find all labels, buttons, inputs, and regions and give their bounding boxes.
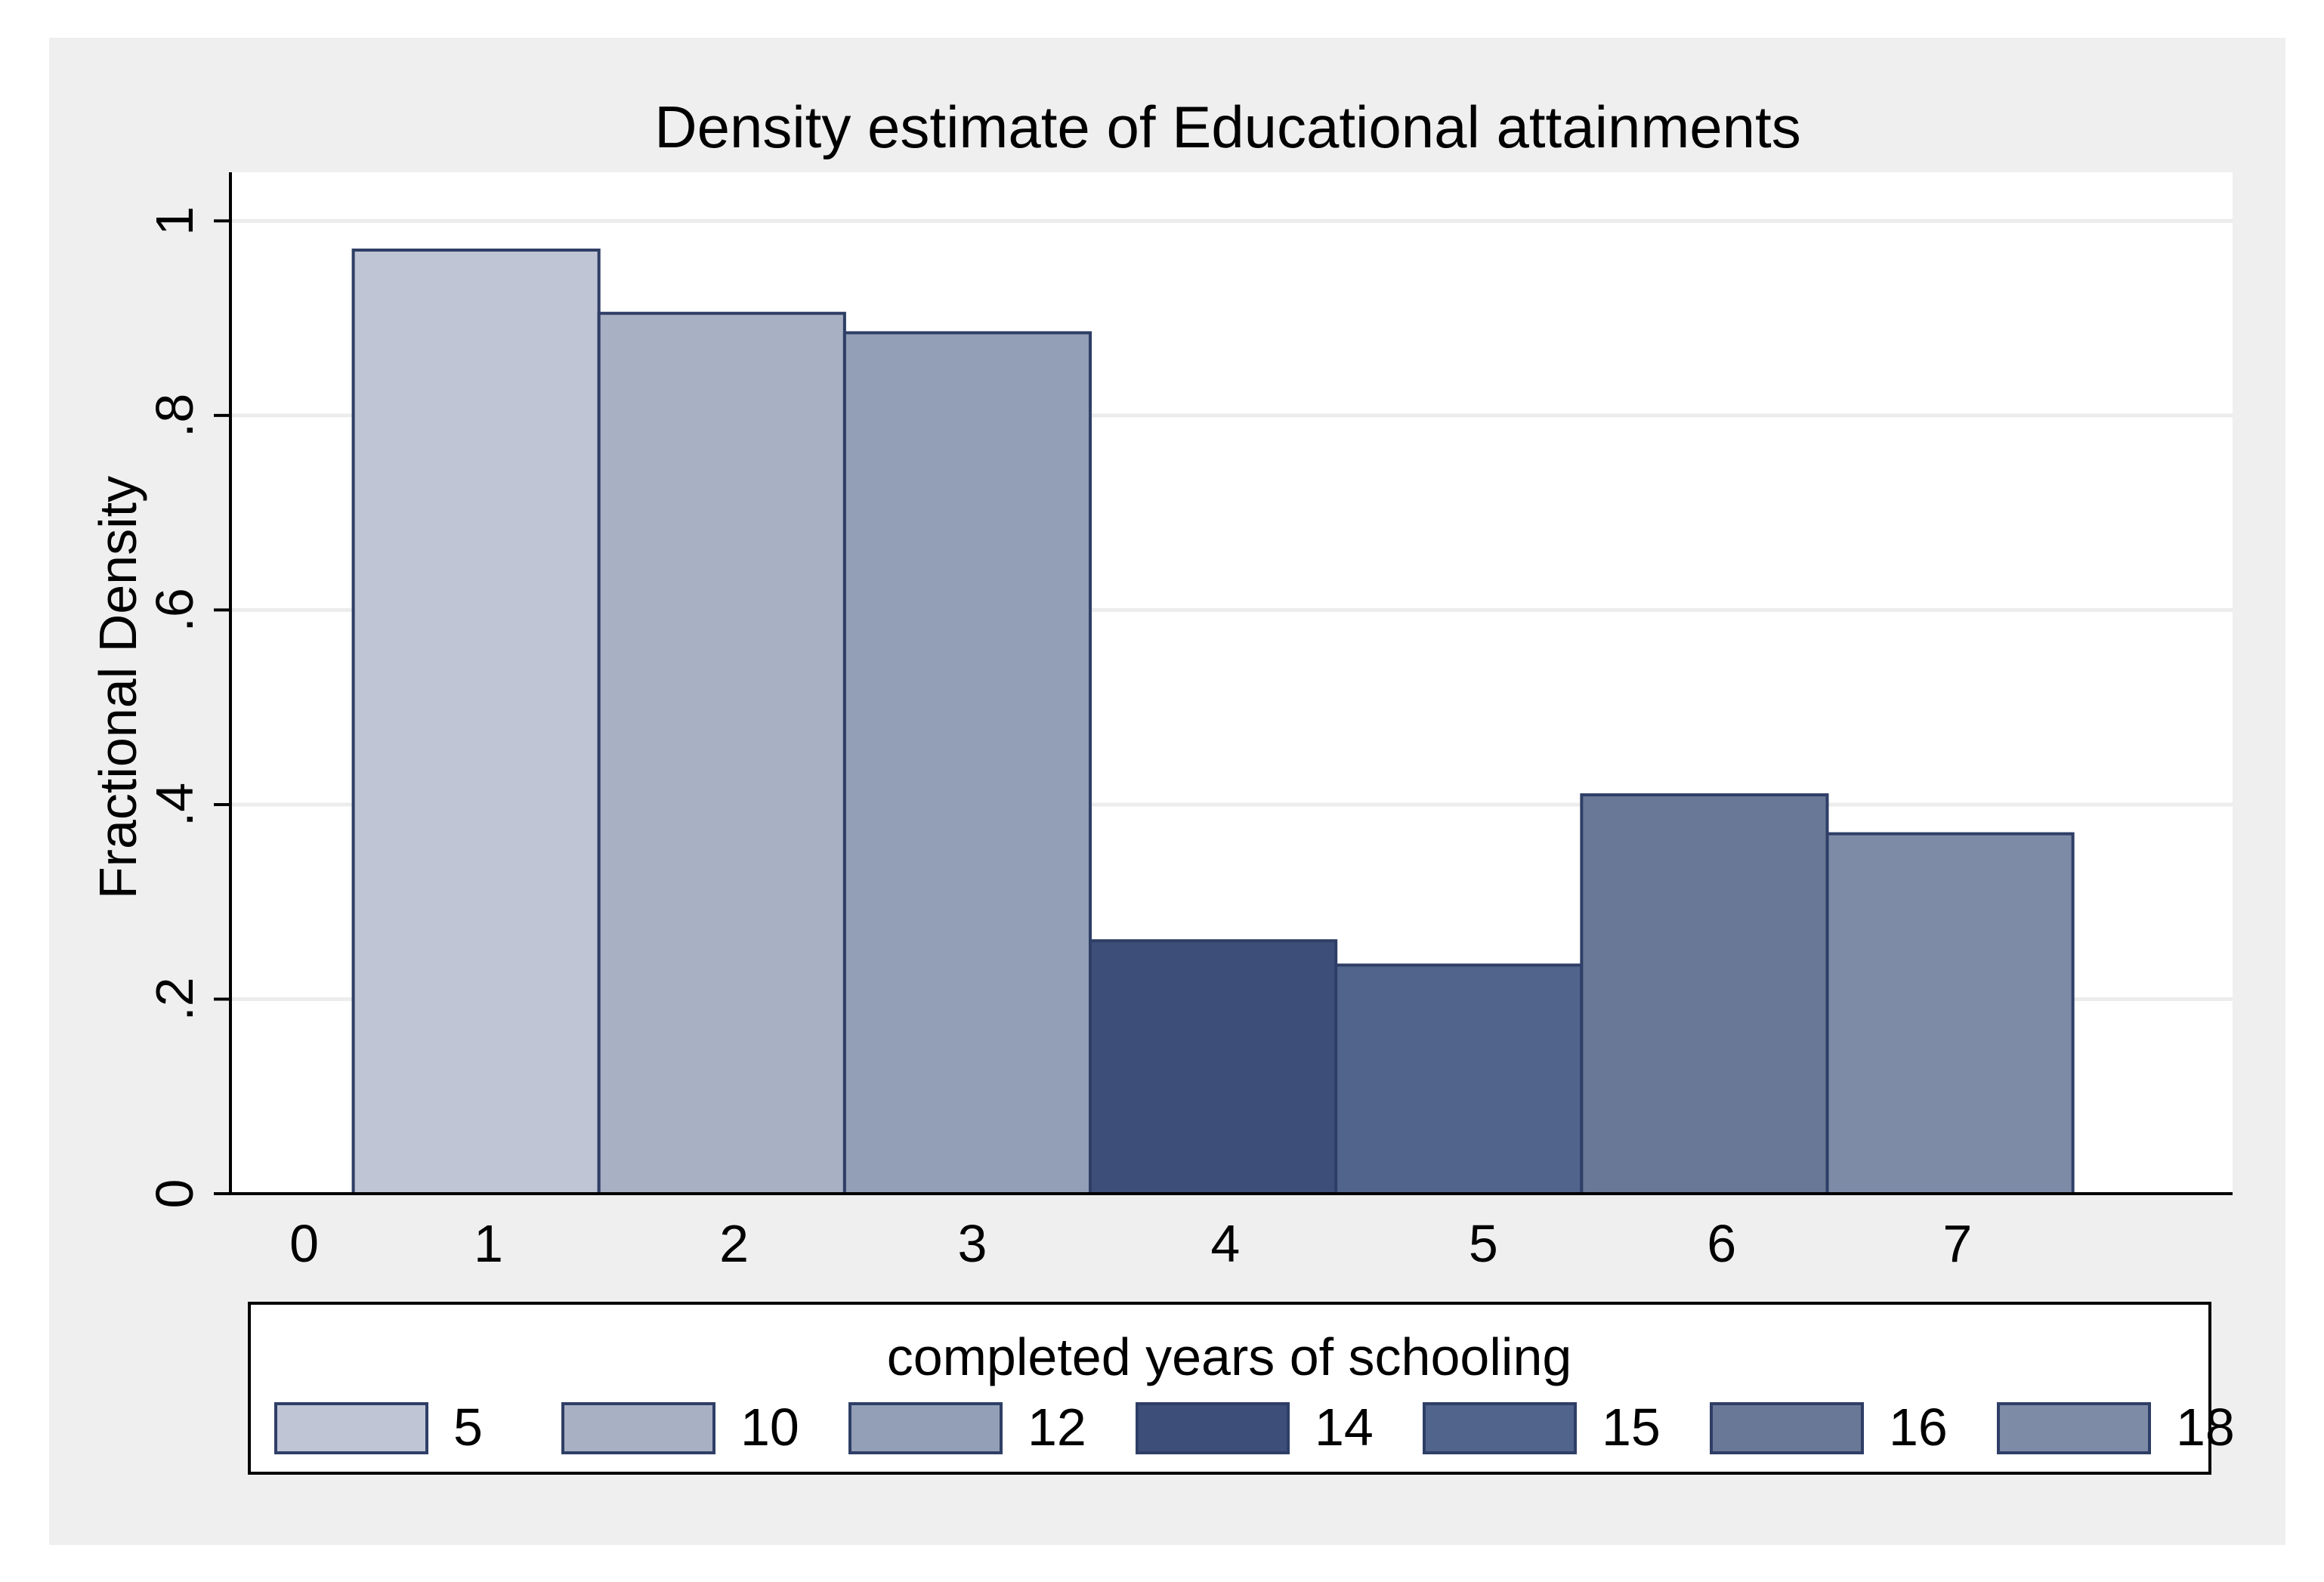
bar (1334, 963, 1584, 1196)
x-tick-label: 3 (957, 1214, 987, 1273)
legend: completed years of schooling 5 10 12 14 15 16… (248, 1302, 2235, 1475)
x-tick-label: 1 (474, 1214, 503, 1273)
x-tick-label: 2 (719, 1214, 749, 1273)
legend-label: 12 (1028, 1398, 1086, 1457)
legend-label: 16 (1889, 1398, 1948, 1457)
x-tick-label: 5 (1469, 1214, 1498, 1273)
bar (1825, 832, 2075, 1195)
legend-title: completed years of schooling (887, 1327, 1572, 1386)
x-tick-label: 0 (289, 1214, 319, 1273)
bar (1089, 939, 1338, 1195)
y-tick-label: .2 (145, 977, 204, 1021)
bar (351, 249, 601, 1195)
legend-swatch (848, 1402, 1003, 1454)
legend-label: 14 (1315, 1398, 1374, 1457)
y-tick-label: .4 (145, 783, 204, 827)
legend-label: 18 (2176, 1398, 2235, 1457)
x-tick-label: 4 (1210, 1214, 1240, 1273)
y-tick-label: 1 (145, 206, 204, 236)
legend-label: 5 (453, 1398, 483, 1457)
legend-items: 5 10 12 14 15 16 18 (274, 1398, 2235, 1457)
x-tick-label: 7 (1942, 1214, 1972, 1273)
y-tick-label: .8 (145, 394, 204, 437)
y-axis-label: Fractional Density (88, 476, 147, 899)
y-tick-label: 0 (145, 1179, 204, 1209)
x-tick-label: 6 (1707, 1214, 1736, 1273)
legend-swatch (1136, 1402, 1290, 1454)
y-tick-label: .6 (145, 588, 204, 632)
bar (1580, 793, 1829, 1195)
axes: 0 .2 .4 .6 .8 1 0 1 2 3 4 5 6 7 (145, 172, 2233, 1273)
legend-swatch (274, 1402, 428, 1454)
legend-swatch (561, 1402, 715, 1454)
bar (842, 331, 1092, 1195)
legend-swatch (1997, 1402, 2151, 1454)
bar (597, 311, 846, 1196)
chart-title: Density estimate of Educational attainme… (654, 94, 1800, 160)
legend-label: 15 (1602, 1398, 1661, 1457)
legend-swatch (1710, 1402, 1864, 1454)
legend-swatch (1423, 1402, 1577, 1454)
legend-label: 10 (740, 1398, 799, 1457)
bars (351, 249, 2075, 1196)
